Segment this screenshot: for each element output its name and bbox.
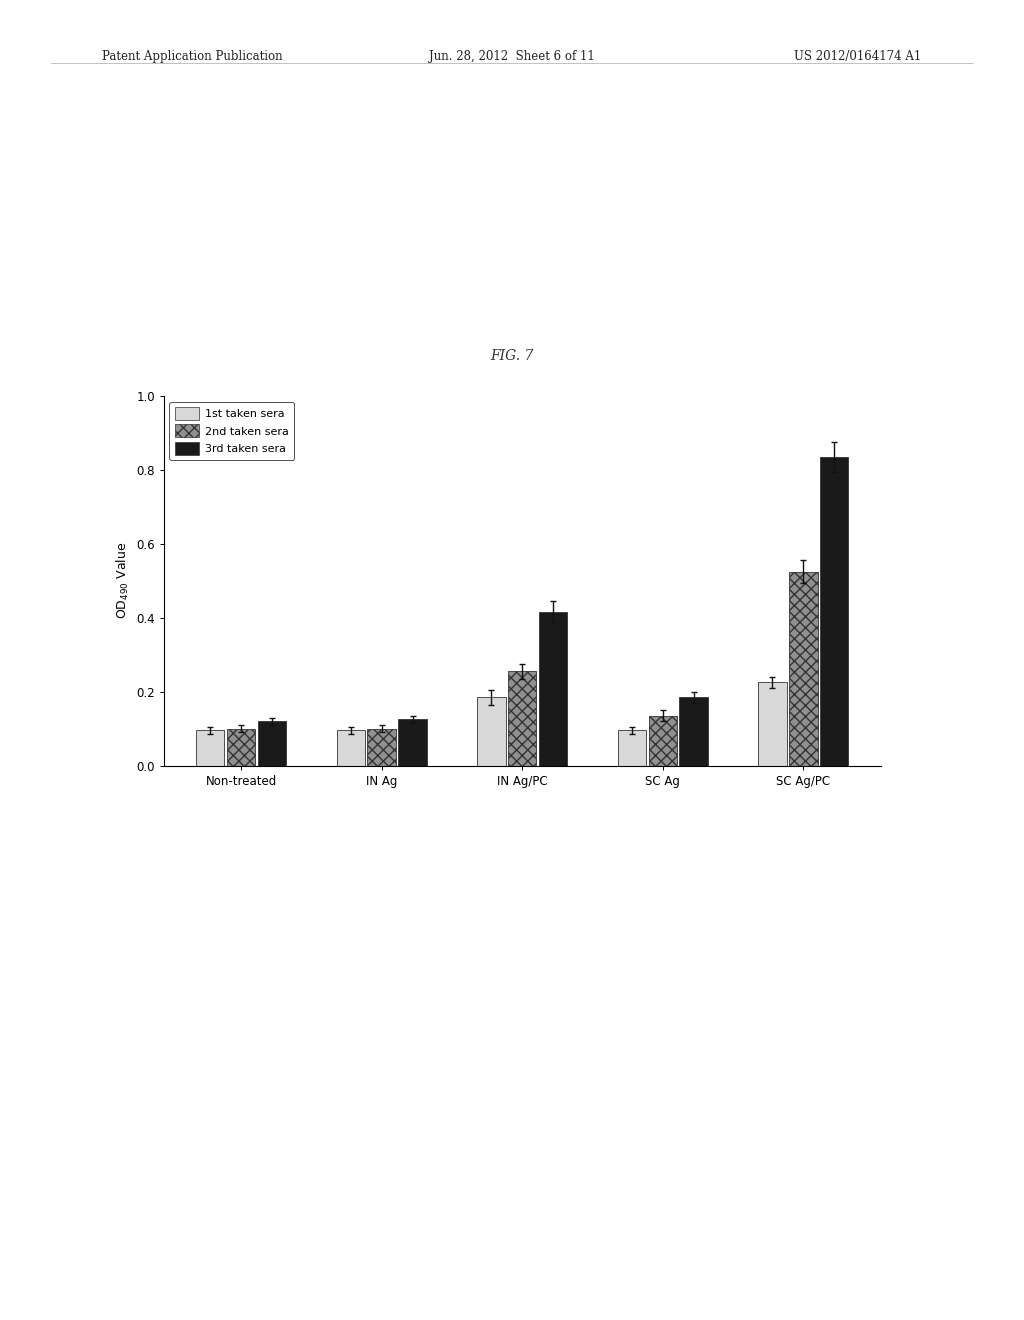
Bar xyxy=(227,729,255,766)
Bar xyxy=(617,730,646,766)
Text: FIG. 7: FIG. 7 xyxy=(490,348,534,363)
Text: Patent Application Publication: Patent Application Publication xyxy=(102,50,283,63)
Bar xyxy=(539,612,567,766)
Y-axis label: OD$_{490}$ Value: OD$_{490}$ Value xyxy=(115,543,131,619)
Bar xyxy=(337,730,365,766)
Bar xyxy=(508,672,537,766)
Bar xyxy=(477,697,506,766)
Bar xyxy=(758,682,786,766)
Bar xyxy=(258,721,287,766)
Bar xyxy=(790,572,817,766)
Legend: 1st taken sera, 2nd taken sera, 3rd taken sera: 1st taken sera, 2nd taken sera, 3rd take… xyxy=(169,401,294,461)
Text: Jun. 28, 2012  Sheet 6 of 11: Jun. 28, 2012 Sheet 6 of 11 xyxy=(429,50,595,63)
Bar xyxy=(398,719,427,766)
Bar xyxy=(196,730,224,766)
Bar xyxy=(648,715,677,766)
Bar xyxy=(680,697,708,766)
Bar xyxy=(368,729,396,766)
Text: US 2012/0164174 A1: US 2012/0164174 A1 xyxy=(795,50,922,63)
Bar xyxy=(820,457,849,766)
